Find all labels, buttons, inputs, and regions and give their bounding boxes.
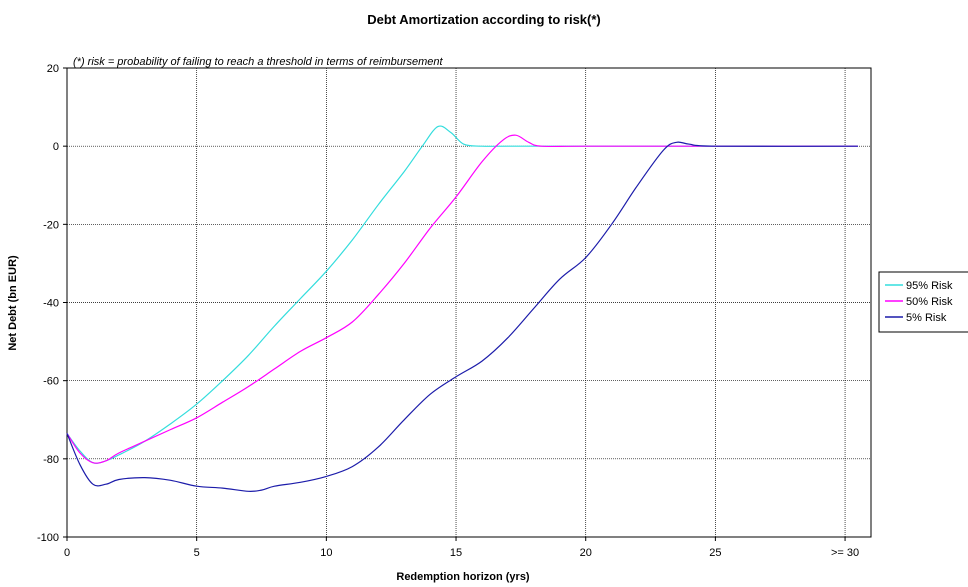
y-tick-label: 0 xyxy=(53,141,59,153)
legend: 95% Risk 50% Risk 5% Risk xyxy=(878,271,968,333)
y-tick-label: -60 xyxy=(43,376,59,388)
legend-box xyxy=(878,271,968,333)
series-line-2 xyxy=(66,141,859,492)
x-tick-label: >= 30 xyxy=(831,547,859,559)
legend-label: 95% Risk xyxy=(906,280,953,292)
y-tick-label: 20 xyxy=(47,63,59,75)
y-tick-label: -100 xyxy=(37,532,59,544)
series-lines xyxy=(66,125,859,492)
chart-title: Debt Amortization according to risk(*) xyxy=(367,12,601,27)
legend-label: 5% Risk xyxy=(906,312,947,324)
grid xyxy=(63,67,871,541)
x-tick-label: 5 xyxy=(194,547,200,559)
y-axis-tick-labels: 20 0 -20 -40 -60 -80 -100 xyxy=(37,63,59,544)
series-line-1 xyxy=(66,134,858,464)
x-tick-label: 15 xyxy=(450,547,462,559)
x-axis-tick-labels: 0 5 10 15 20 25 >= 30 xyxy=(64,547,859,559)
x-tick-label: 20 xyxy=(580,547,592,559)
x-axis-label: Redemption horizon (yrs) xyxy=(396,571,530,583)
legend-label: 50% Risk xyxy=(906,296,953,308)
x-tick-label: 25 xyxy=(709,547,721,559)
y-tick-label: -40 xyxy=(43,298,59,310)
y-tick-label: -20 xyxy=(43,219,59,231)
x-tick-label: 10 xyxy=(320,547,332,559)
series-line-0 xyxy=(66,125,858,464)
y-axis-label: Net Debt (bn EUR) xyxy=(7,255,19,351)
y-tick-label: -80 xyxy=(43,454,59,466)
x-tick-label: 0 xyxy=(64,547,70,559)
plot-area-border xyxy=(66,67,872,538)
risk-annotation: (*) risk = probability of failing to rea… xyxy=(73,56,444,68)
